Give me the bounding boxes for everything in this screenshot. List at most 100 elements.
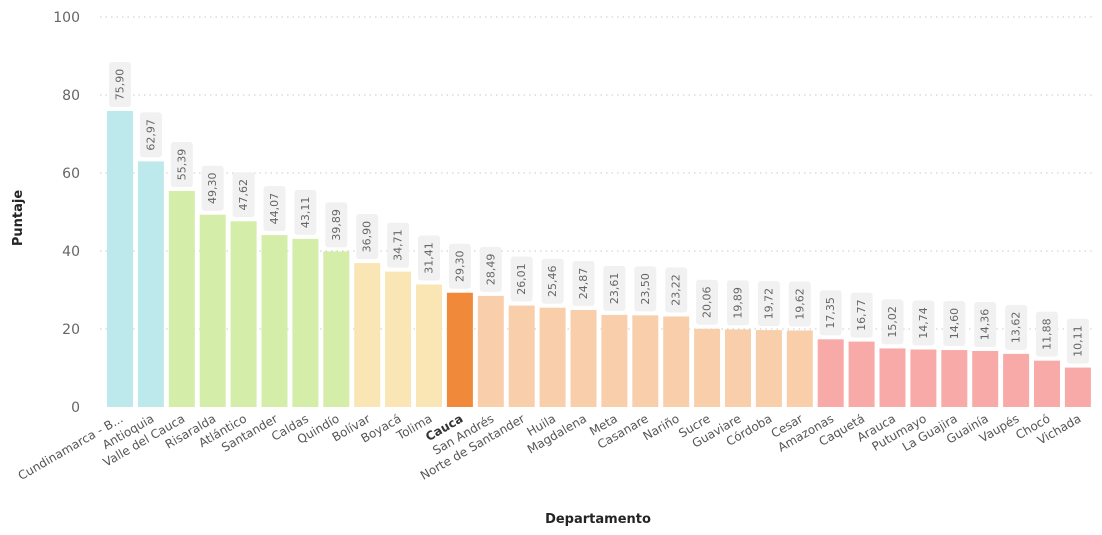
data-label-text: 47,62 — [237, 179, 250, 211]
y-tick-label: 80 — [62, 88, 80, 104]
data-label: 15,02 — [881, 299, 904, 345]
data-label-box — [325, 202, 348, 248]
data-label-box — [912, 300, 935, 346]
bar[interactable] — [755, 330, 782, 407]
data-label: 23,61 — [603, 265, 626, 311]
data-label: 36,90 — [356, 214, 379, 260]
data-label-box — [665, 267, 688, 313]
data-label-text: 34,71 — [392, 229, 405, 260]
data-label: 49,30 — [201, 165, 224, 211]
data-label: 24,87 — [572, 261, 595, 307]
data-label-text: 39,89 — [330, 209, 343, 241]
data-label: 29,30 — [448, 243, 471, 289]
data-label-box — [974, 301, 997, 347]
bar[interactable] — [446, 292, 473, 407]
bar[interactable] — [508, 305, 535, 407]
data-label: 25,46 — [541, 258, 564, 304]
data-label: 62,97 — [139, 112, 162, 158]
data-label-text: 62,97 — [144, 119, 157, 151]
data-label-box — [387, 222, 410, 268]
bar[interactable] — [694, 328, 721, 407]
bar[interactable] — [292, 238, 319, 407]
bar[interactable] — [941, 350, 968, 407]
data-label-text: 13,62 — [1010, 312, 1023, 344]
data-label-text: 10,11 — [1071, 325, 1084, 357]
bar[interactable] — [261, 235, 288, 407]
bar[interactable] — [137, 161, 164, 407]
data-label: 16,77 — [850, 292, 873, 338]
data-label-box — [757, 281, 780, 327]
bar[interactable] — [879, 348, 906, 407]
bar[interactable] — [601, 314, 628, 407]
data-label-text: 75,90 — [114, 69, 127, 101]
bar[interactable] — [199, 214, 226, 407]
data-label-text: 19,89 — [732, 287, 745, 319]
data-label-box — [448, 243, 471, 289]
data-label: 47,62 — [232, 172, 255, 218]
data-label: 10,11 — [1066, 318, 1089, 364]
data-label-text: 19,72 — [762, 288, 775, 320]
bar[interactable] — [323, 251, 350, 407]
bar[interactable] — [539, 307, 566, 407]
data-label-text: 24,87 — [577, 268, 590, 300]
bar[interactable] — [230, 221, 257, 407]
bar[interactable] — [570, 310, 597, 407]
bar[interactable] — [632, 315, 659, 407]
bar[interactable] — [817, 339, 844, 407]
data-label: 19,72 — [757, 281, 780, 327]
data-label: 11,88 — [1036, 311, 1058, 357]
data-label-text: 15,02 — [886, 306, 899, 338]
data-label-box — [634, 266, 657, 312]
data-label-text: 20,06 — [701, 287, 714, 319]
data-label-box — [139, 112, 162, 158]
data-label-box — [696, 279, 719, 325]
bar[interactable] — [848, 341, 875, 407]
bar[interactable] — [910, 349, 937, 407]
y-axis-ticks: 0 20 40 60 80 100 — [53, 10, 80, 416]
data-label-box — [1036, 311, 1058, 357]
data-label-text: 43,11 — [299, 197, 312, 229]
bar[interactable] — [477, 295, 504, 407]
data-label-box — [881, 299, 904, 345]
data-label: 14,74 — [912, 300, 935, 346]
y-tick-label: 100 — [53, 10, 80, 26]
bar[interactable] — [786, 330, 813, 407]
x-axis-title: Departamento — [545, 512, 651, 527]
bar[interactable] — [1064, 367, 1091, 407]
y-tick-label: 20 — [62, 322, 80, 338]
data-label: 13,62 — [1005, 304, 1028, 350]
bar[interactable] — [385, 271, 412, 407]
bar[interactable] — [168, 190, 195, 407]
data-label: 26,01 — [510, 256, 533, 302]
data-label-text: 19,62 — [793, 288, 806, 320]
data-label: 14,60 — [943, 301, 966, 347]
bar[interactable] — [354, 263, 381, 407]
bar[interactable] — [972, 350, 999, 407]
data-label-box — [109, 61, 131, 107]
bar[interactable] — [725, 329, 751, 407]
bar[interactable] — [1034, 360, 1060, 407]
data-label-text: 49,30 — [206, 172, 219, 204]
data-label: 55,39 — [170, 141, 193, 187]
data-label-text: 14,36 — [979, 309, 992, 341]
bar[interactable] — [1003, 353, 1030, 407]
data-label-box — [356, 214, 379, 260]
data-label-text: 36,90 — [361, 221, 374, 253]
bar[interactable] — [107, 110, 133, 408]
data-label: 19,62 — [788, 281, 811, 327]
data-label-text: 23,22 — [670, 274, 683, 306]
data-label: 23,50 — [634, 266, 657, 312]
data-label: 28,49 — [479, 246, 502, 292]
bar[interactable] — [416, 284, 442, 407]
data-label-box — [418, 235, 440, 281]
bar[interactable] — [663, 316, 690, 407]
data-label-box — [294, 189, 317, 235]
data-label-text: 23,50 — [639, 273, 652, 305]
data-label: 39,89 — [325, 202, 348, 248]
data-label-box — [788, 281, 811, 327]
data-label: 43,11 — [294, 189, 317, 235]
data-label-text: 55,39 — [175, 149, 188, 181]
data-label-text: 25,46 — [546, 265, 559, 297]
data-label-text: 11,88 — [1041, 318, 1054, 350]
